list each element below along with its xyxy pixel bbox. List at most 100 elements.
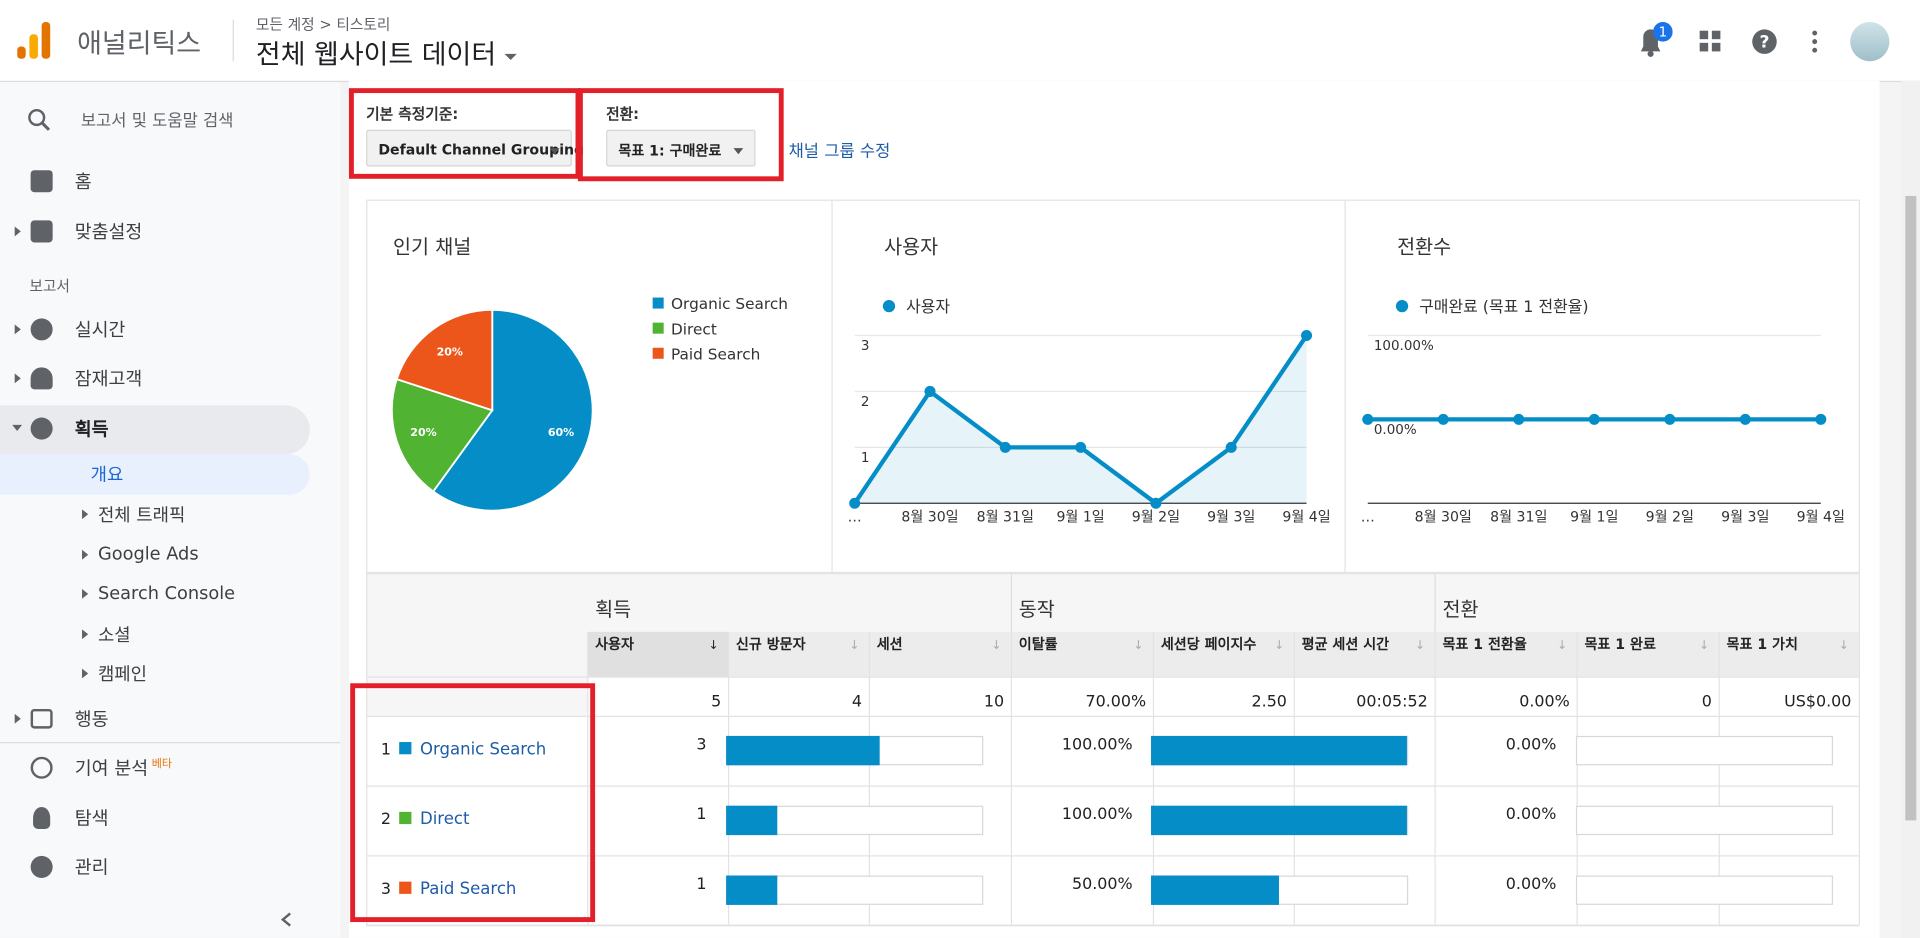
channel-swatch [399,811,412,825]
search-icon [28,108,51,131]
users-bar [726,805,778,836]
table-group-header [366,573,1859,632]
nav-item[interactable]: 잠재고객 [74,367,143,391]
users-bar [726,875,778,905]
slice-label: 20% [437,345,463,358]
header: 애널리틱스 모든 계정 > 티스토리 전체 웹사이트 데이터 1 ? [0,0,1920,83]
icon [33,806,51,829]
nav-item[interactable]: 관리 [74,856,109,879]
nav-item[interactable]: 획득 [74,418,109,441]
scroll-thumb[interactable] [1905,195,1917,821]
channel-link[interactable]: Direct [420,809,470,828]
notifications[interactable]: 1 [1636,20,1673,59]
control-label: 전환: [606,105,640,123]
slice-label: 20% [410,426,436,439]
section-heading: 보고서 [29,277,70,295]
legend-swatch [652,322,664,334]
nav-subitem[interactable]: Google Ads [97,544,199,565]
view-name: 전체 웹사이트 데이터 [255,40,497,72]
point [1301,330,1313,342]
view-selector[interactable]: 전체 웹사이트 데이터 [256,33,517,72]
decoration [29,34,38,59]
total-value: 00:05:52 [1356,692,1427,711]
nav-subitem[interactable]: Search Console [97,584,236,604]
nav-item[interactable]: 홈 [74,170,92,193]
nav-item[interactable]: 실시간 [74,318,126,342]
more[interactable] [1810,29,1820,53]
users-bar [726,735,880,766]
sort-arrow: ↓ [1274,638,1284,652]
decoration [40,121,51,131]
y-tick-label: 1 [861,451,870,466]
bounce-rate: 100.00% [1062,804,1133,823]
expand [82,629,89,640]
point [849,497,861,509]
legend-marker [1395,300,1409,313]
help[interactable]: ? [1751,28,1778,55]
control-label: 기본 측정기준: [366,105,459,123]
column-header: 신규 방문자 [736,636,806,653]
apps[interactable] [1699,30,1722,53]
x-tick-label: 9월 4일 [1797,510,1845,526]
total-value: 10 [984,692,1004,711]
total-value: 2.50 [1252,692,1287,711]
icon [30,708,53,729]
channel-link[interactable]: Organic Search [420,739,546,758]
decoration [1752,29,1777,54]
bounce-bar [1151,875,1279,905]
highlight-box [350,683,596,923]
channel-link[interactable]: Paid Search [420,879,516,898]
column-header: 이탈률 [1019,636,1058,653]
column-header: 세션 [877,636,903,653]
collapse-sidebar[interactable] [279,911,294,928]
notification-count: 1 [1659,26,1668,41]
edit-link[interactable]: 채널 그룹 수정 [788,142,891,162]
bounce-rate: 50.00% [1072,874,1133,893]
breadcrumb-item[interactable]: 티스토리 [336,15,391,34]
x-tick-label: … [1361,510,1375,526]
bounce-bar [1151,735,1407,766]
point [1437,413,1449,425]
decoration [1812,47,1818,53]
icon [30,417,53,440]
nav-subitem[interactable]: 개요 [90,465,124,486]
nav-subitem[interactable]: 전체 트래픽 [97,506,186,526]
total-value: 0.00% [1519,692,1570,711]
conversion-select[interactable]: 목표 1: 구매완료 [606,129,756,167]
avatar[interactable] [1850,22,1890,62]
sort-arrow: ↓ [1839,638,1849,652]
nav-item[interactable]: 탐색 [74,807,109,830]
bar-frame [1575,735,1834,766]
primary-dimension[interactable]: Default Channel Grouping [366,129,584,167]
search[interactable]: 보고서 및 도움말 검색 [80,111,234,132]
sort-arrow: ↓ [1557,638,1567,652]
x-tick-label: 8월 31일 [977,510,1034,526]
legend-label: 사용자 [906,297,950,316]
nav-subitem[interactable]: 소셜 [97,626,131,646]
nav-item[interactable]: 기여 분석 베타 [75,755,172,781]
bar-frame [1575,875,1834,905]
y-tick-label: 3 [861,339,870,354]
legend-label: Direct [671,320,717,338]
total-value: 4 [852,692,862,711]
point [924,385,936,397]
label: 기여 분석 [74,757,149,780]
sort-arrow: ↓ [1699,638,1709,652]
nav-item[interactable]: 맞춤설정 [74,221,143,244]
legend-label: 구매완료 (목표 1 전환율) [1419,297,1588,316]
y-tick-label: 100.00% [1374,339,1434,354]
chart-title: 사용자 [884,235,938,258]
sort-arrow: ↓ [1133,638,1143,652]
breadcrumb-item[interactable]: 모든 계정 [255,15,315,34]
pie-slice [390,378,494,493]
nav-item[interactable]: 행동 [74,708,109,731]
x-tick-label: 9월 1일 [1056,510,1104,526]
dropdown-arrow [504,53,517,60]
legend-swatch [652,347,664,359]
rank: 1 [381,739,391,758]
nav-subitem[interactable]: 캠페인 [97,665,147,686]
decoration [1812,39,1818,45]
expand [14,713,21,724]
